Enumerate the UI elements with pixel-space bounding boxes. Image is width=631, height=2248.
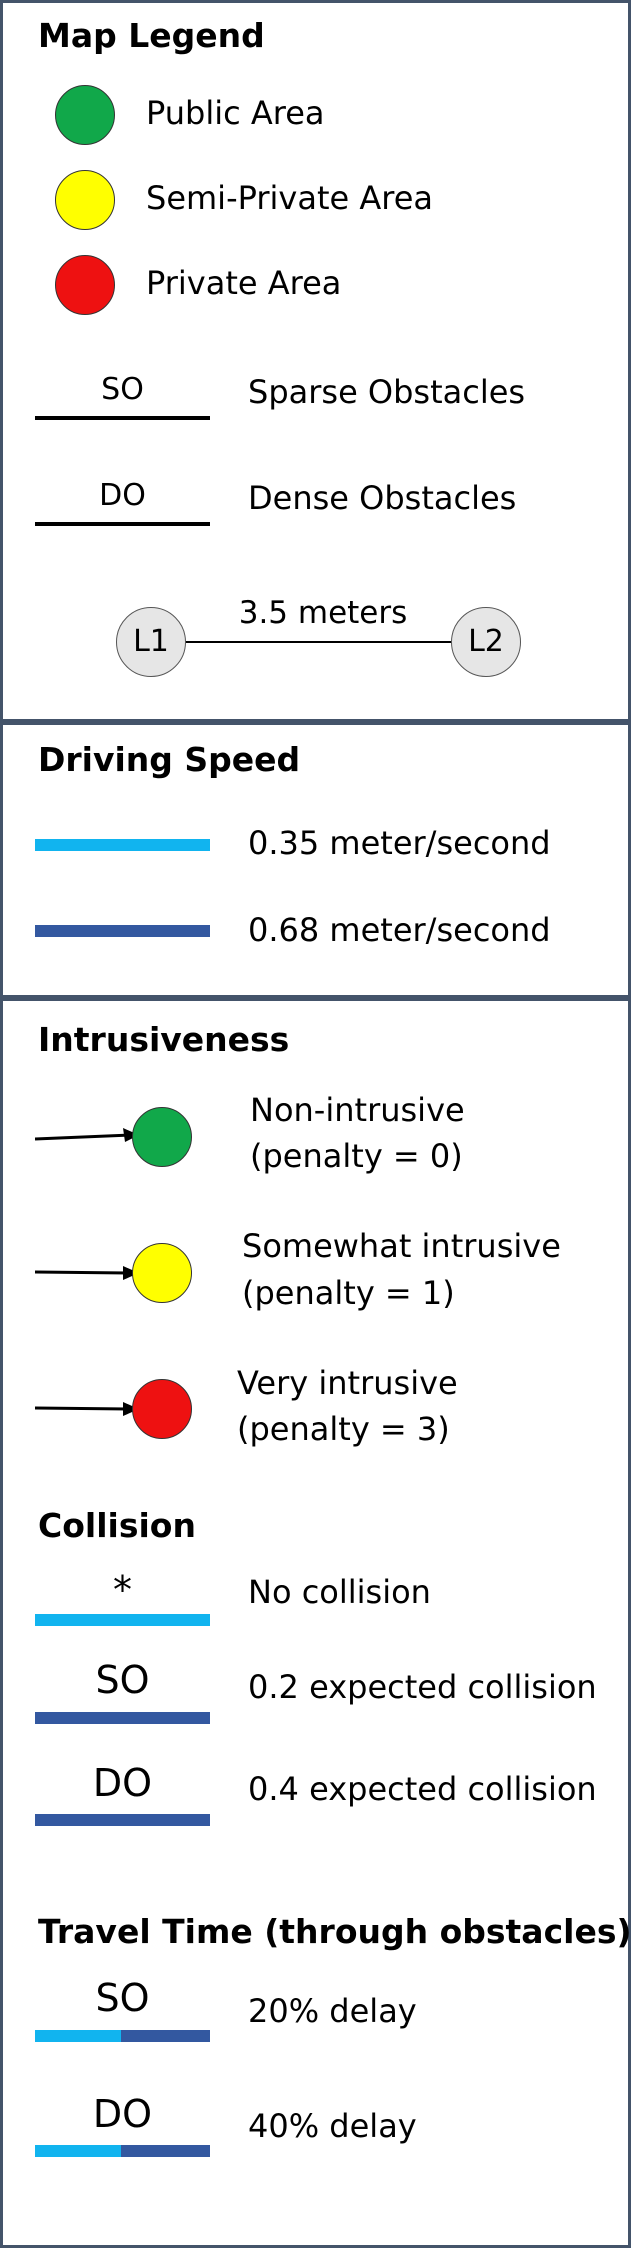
sparse-obstacles-line: [35, 416, 210, 420]
non-intrusive-penalty: (penalty = 0): [250, 1137, 463, 1175]
non-intrusive-label: Non-intrusive: [250, 1091, 465, 1129]
collision-do-label: 0.4 expected collision: [248, 1770, 597, 1808]
collision-so-label: 0.2 expected collision: [248, 1668, 597, 1706]
node-l2: L2: [451, 607, 521, 677]
distance-connector-line: [183, 641, 483, 643]
no-collision-bar: [35, 1614, 210, 1626]
dense-obstacles-line: [35, 522, 210, 526]
travel-do-bar-slow: [35, 2145, 121, 2157]
dense-obstacles-label: Dense Obstacles: [248, 479, 517, 517]
collision-do-bar: [35, 1814, 210, 1826]
travel-so-label: 20% delay: [248, 1992, 417, 2030]
speed-fast-label: 0.68 meter/second: [248, 911, 551, 949]
somewhat-intrusive-label: Somewhat intrusive: [242, 1227, 561, 1265]
somewhat-intrusive-dot: [132, 1243, 192, 1303]
collision-so-bar: [35, 1712, 210, 1724]
no-collision-mark: *: [113, 1568, 132, 1612]
semi-private-area-dot: [55, 170, 115, 230]
dense-obstacles-abbr: DO: [99, 478, 146, 513]
travel-do-mark: DO: [92, 2092, 153, 2136]
distance-label: 3.5 meters: [238, 595, 408, 631]
arrow-icon: [35, 1402, 139, 1416]
travel-so-mark: SO: [95, 1976, 150, 2020]
semi-private-area-label: Semi-Private Area: [146, 179, 433, 217]
speed-fast-bar: [35, 925, 210, 937]
public-area-label: Public Area: [146, 94, 325, 132]
public-area-dot: [55, 85, 115, 145]
private-area-label: Private Area: [146, 264, 342, 302]
map-legend-title: Map Legend: [38, 16, 265, 55]
map-legend-panel: Map Legend Public Area Semi-Private Area…: [0, 0, 631, 722]
very-intrusive-dot: [132, 1379, 192, 1439]
sparse-obstacles-label: Sparse Obstacles: [248, 373, 526, 411]
travel-so-bar-fast: [121, 2030, 210, 2042]
driving-speed-panel: Driving Speed 0.35 meter/second 0.68 met…: [0, 722, 631, 998]
node-l1: L1: [116, 607, 186, 677]
speed-slow-bar: [35, 839, 210, 851]
private-area-dot: [55, 255, 115, 315]
no-collision-label: No collision: [248, 1573, 431, 1611]
very-intrusive-penalty: (penalty = 3): [237, 1410, 450, 1448]
collision-title: Collision: [38, 1506, 196, 1545]
collision-do-mark: DO: [92, 1761, 153, 1805]
travel-time-title: Travel Time (through obstacles): [38, 1912, 631, 1951]
driving-speed-title: Driving Speed: [38, 740, 301, 779]
non-intrusive-dot: [132, 1107, 192, 1167]
somewhat-intrusive-penalty: (penalty = 1): [242, 1274, 455, 1312]
travel-do-bar-fast: [121, 2145, 210, 2157]
intrusiveness-title: Intrusiveness: [38, 1020, 290, 1059]
travel-do-label: 40% delay: [248, 2107, 417, 2145]
effects-panel: Intrusiveness Non-intrusive (penalty = 0…: [0, 998, 631, 2248]
collision-so-mark: SO: [95, 1658, 150, 1702]
travel-so-bar-slow: [35, 2030, 121, 2042]
arrow-icon: [35, 1128, 139, 1142]
arrow-icon: [35, 1266, 139, 1280]
very-intrusive-label: Very intrusive: [237, 1364, 458, 1402]
speed-slow-label: 0.35 meter/second: [248, 824, 551, 862]
sparse-obstacles-abbr: SO: [101, 372, 144, 407]
